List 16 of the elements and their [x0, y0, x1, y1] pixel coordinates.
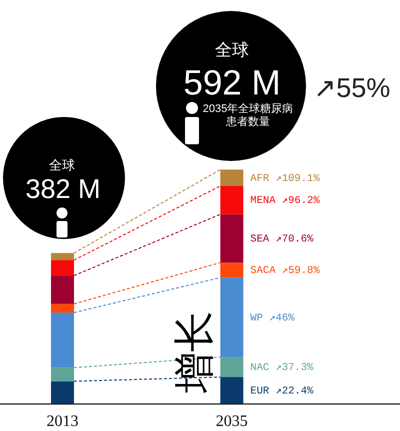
- text: 592 M: [183, 64, 281, 102]
- series-label: EUR ↗22.4%: [250, 386, 314, 398]
- text: 全球: [215, 40, 249, 60]
- annotation: 382 M: [25, 174, 101, 204]
- text: ↗55%: [314, 73, 390, 103]
- x-tick-label: 2013: [46, 413, 78, 430]
- text: 2035年全球糖尿病患者数量: [202, 102, 294, 128]
- series-label: MENA ↗96.2%: [250, 195, 320, 208]
- annotation: 增长: [171, 311, 217, 394]
- series-label: AFR ↗109.1%: [250, 172, 320, 185]
- x-tick-label: 2035: [216, 413, 248, 430]
- annotation: 全球: [49, 158, 75, 172]
- series-label: WP ↗46%: [250, 312, 296, 324]
- series-label: NAC ↗37.3%: [250, 362, 314, 374]
- series-label: SACA ↗59.8%: [250, 265, 320, 278]
- series-label: SEA ↗70.6%: [250, 234, 314, 246]
